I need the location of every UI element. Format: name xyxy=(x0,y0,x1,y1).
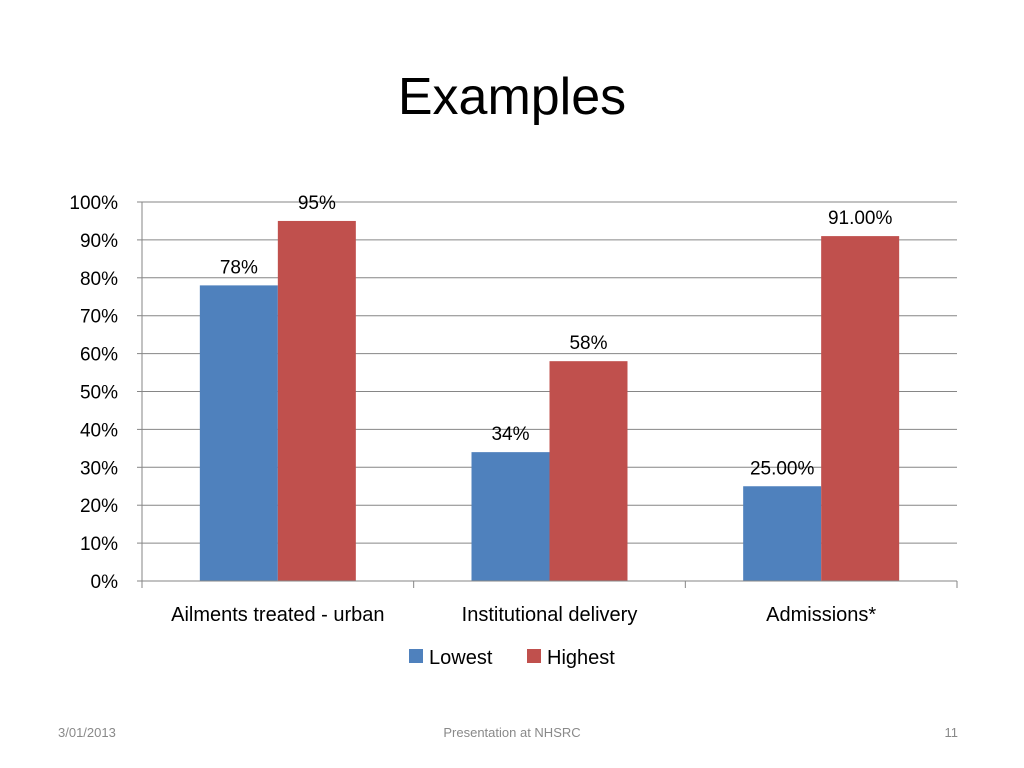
bar-lowest xyxy=(471,452,550,581)
y-tick-label: 20% xyxy=(80,496,118,517)
bar-highest xyxy=(821,236,900,582)
data-label: 25.00% xyxy=(750,458,815,479)
footer-presentation: Presentation at NHSRC xyxy=(443,725,581,740)
category-label: Institutional delivery xyxy=(462,604,638,626)
y-tick-label: 40% xyxy=(80,420,118,441)
y-tick-label: 90% xyxy=(80,231,118,252)
legend-swatch-highest xyxy=(527,649,541,663)
data-label: 91.00% xyxy=(828,208,893,229)
y-tick-label: 30% xyxy=(80,458,118,479)
y-tick-label: 0% xyxy=(91,572,119,593)
bar-highest xyxy=(277,220,356,581)
category-label: Admissions* xyxy=(766,604,876,626)
y-tick-label: 100% xyxy=(69,193,118,214)
bar-highest xyxy=(549,361,628,581)
y-tick-label: 10% xyxy=(80,534,118,555)
data-label: 95% xyxy=(298,193,336,214)
y-tick-label: 60% xyxy=(80,345,118,366)
footer-page-number: 11 xyxy=(944,725,959,740)
legend-swatch-lowest xyxy=(409,649,423,663)
data-label: 34% xyxy=(491,424,529,445)
footer-date: 3/01/2013 xyxy=(58,725,116,740)
data-label: 58% xyxy=(569,333,607,354)
slide-title: Examples xyxy=(397,68,627,126)
y-tick-label: 70% xyxy=(80,307,118,328)
bar-lowest xyxy=(743,486,822,581)
data-label: 78% xyxy=(220,257,258,278)
legend-label-lowest: Lowest xyxy=(429,647,493,669)
y-tick-label: 80% xyxy=(80,269,118,290)
category-label: Ailments treated - urban xyxy=(171,604,384,626)
bar-lowest xyxy=(199,285,278,581)
bar-chart: 0% 10% 20% 30% 40% 50% 60% 70% 80% 90% 100% 78% 34% 2… xyxy=(69,193,958,669)
legend-label-highest: Highest xyxy=(547,647,615,669)
y-tick-label: 50% xyxy=(80,383,118,404)
